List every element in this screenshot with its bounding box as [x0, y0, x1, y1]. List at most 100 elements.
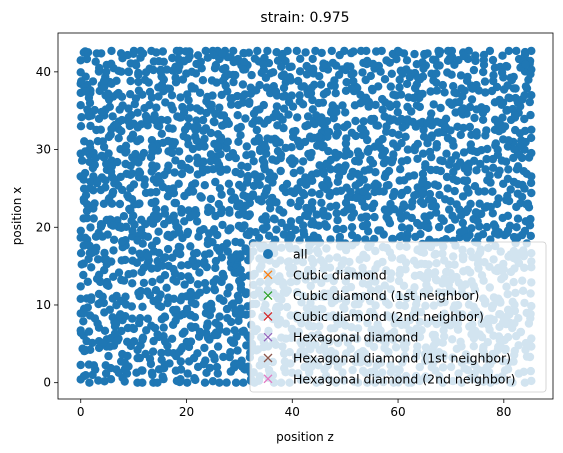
point	[114, 88, 123, 98]
point	[213, 243, 222, 253]
point	[242, 201, 251, 210]
point	[240, 57, 249, 67]
point	[402, 79, 412, 89]
point	[481, 88, 490, 97]
point	[106, 167, 116, 176]
point	[356, 124, 366, 133]
point	[432, 78, 441, 88]
point	[302, 179, 311, 188]
point	[282, 223, 292, 232]
point	[139, 263, 148, 273]
point	[121, 148, 130, 157]
point	[180, 280, 189, 289]
point	[93, 255, 103, 264]
point	[451, 151, 461, 160]
point	[222, 304, 232, 314]
point	[174, 179, 183, 188]
point	[234, 316, 243, 326]
point	[432, 140, 441, 149]
point	[381, 206, 390, 215]
point	[481, 104, 491, 114]
point	[138, 333, 148, 342]
point	[117, 223, 126, 232]
point	[109, 174, 118, 183]
point	[272, 102, 282, 111]
point	[76, 249, 86, 258]
point	[381, 98, 390, 107]
point	[188, 255, 197, 265]
plot-frame	[57, 32, 554, 400]
point	[385, 58, 394, 67]
point	[219, 272, 228, 282]
point	[133, 108, 142, 117]
point	[316, 80, 326, 89]
point	[106, 375, 116, 384]
point	[297, 82, 306, 91]
point	[525, 97, 534, 107]
point	[347, 70, 356, 79]
point	[317, 48, 326, 58]
point	[208, 91, 217, 100]
point	[293, 136, 303, 146]
point	[174, 228, 184, 237]
point	[152, 48, 161, 57]
point	[139, 278, 149, 288]
point	[480, 203, 490, 212]
point	[96, 220, 106, 229]
point	[139, 148, 149, 158]
point	[518, 180, 527, 190]
point	[307, 148, 316, 158]
point	[307, 198, 317, 207]
point	[213, 157, 222, 166]
point	[85, 378, 94, 387]
point	[198, 76, 208, 85]
point	[358, 68, 367, 77]
x-tick-label: 80	[496, 405, 511, 419]
point	[152, 214, 162, 223]
point	[255, 80, 264, 90]
point	[526, 214, 535, 224]
point	[407, 107, 416, 116]
point	[467, 224, 476, 233]
point	[481, 165, 490, 174]
point	[226, 317, 236, 327]
point	[89, 361, 99, 370]
point	[489, 220, 499, 229]
point	[362, 212, 372, 221]
point	[303, 120, 312, 130]
point	[163, 244, 173, 254]
point	[398, 69, 407, 79]
point	[342, 78, 351, 87]
point	[121, 255, 130, 265]
point	[403, 145, 413, 154]
legend-marker	[263, 353, 273, 363]
point	[91, 57, 100, 66]
point	[389, 150, 398, 159]
point	[83, 48, 93, 57]
point	[95, 63, 104, 73]
point	[198, 115, 208, 125]
point	[195, 327, 205, 337]
point	[228, 254, 237, 263]
point	[186, 337, 196, 346]
point	[321, 60, 331, 69]
point	[206, 157, 215, 166]
point	[409, 93, 418, 103]
point	[494, 194, 503, 203]
point	[107, 79, 116, 89]
point	[512, 165, 522, 174]
point	[504, 136, 513, 145]
point	[382, 127, 391, 136]
point	[98, 137, 108, 146]
point	[98, 338, 108, 347]
point	[222, 378, 231, 387]
point	[401, 132, 410, 141]
point	[392, 100, 401, 109]
point	[410, 49, 419, 59]
point	[150, 111, 159, 120]
point	[221, 63, 230, 73]
point	[191, 299, 200, 309]
point	[100, 377, 109, 386]
point	[526, 231, 535, 241]
point	[443, 184, 452, 193]
